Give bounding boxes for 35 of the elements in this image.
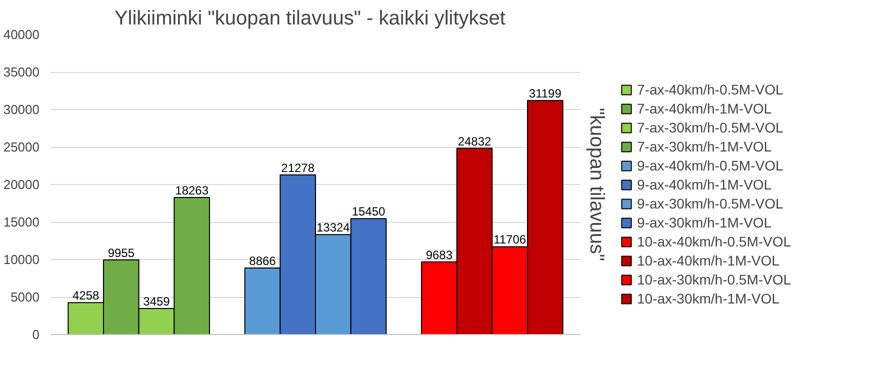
- data-label: 31199: [528, 86, 562, 101]
- data-label: 15450: [352, 204, 386, 219]
- data-label: 24832: [458, 134, 492, 148]
- legend-label: 9-ax-40km/h-0.5M-VOL: [637, 158, 784, 174]
- legend-label: 10-ax-40km/h-1M-VOL: [637, 252, 780, 268]
- y-tick-label: 30000: [3, 102, 40, 117]
- legend-label: 10-ax-30km/h-0.5M-VOL: [637, 272, 792, 288]
- y-tick-label: 5000: [10, 290, 40, 304]
- chart-title: Ylikiiminki "kuopan tilavuus" - kaikki ylitykset: [114, 8, 506, 30]
- y-tick-label: 35000: [3, 64, 40, 80]
- legend-label: 10-ax-40km/h-0.5M-VOL: [637, 234, 792, 250]
- data-label: 9683: [426, 248, 453, 262]
- data-label: 21278: [281, 160, 315, 175]
- y-tick-label: 25000: [3, 140, 40, 154]
- legend-label: 9-ax-30km/h-0.5M-VOL: [637, 196, 784, 212]
- y-tick-label: 10000: [3, 252, 40, 267]
- data-label: 11706: [494, 232, 526, 247]
- data-label: 18263: [175, 184, 209, 198]
- data-label: 3459: [143, 294, 170, 309]
- y-axis-title: "kuopan tilavuus": [586, 108, 608, 262]
- y-tick-label: 0: [32, 327, 40, 342]
- data-label: 9955: [108, 246, 135, 260]
- legend-label: 9-ax-40km/h-1M-VOL: [637, 176, 772, 192]
- legend-label: 9-ax-30km/h-1M-VOL: [637, 214, 772, 230]
- y-tick-label: 15000: [3, 214, 40, 230]
- data-label: 4258: [72, 288, 100, 303]
- y-tick-label: 40000: [3, 27, 40, 42]
- legend-label: 7-ax-30km/h-1M-VOL: [637, 138, 772, 154]
- legend-label: 7-ax-40km/h-1M-VOL: [637, 100, 772, 116]
- legend-label: 7-ax-40km/h-0.5M-VOL: [637, 82, 784, 98]
- data-label: 13324: [316, 220, 350, 235]
- data-label: 8866: [249, 254, 276, 268]
- legend-label: 10-ax-30km/h-1M-VOL: [637, 290, 780, 306]
- legend-label: 7-ax-30km/h-0.5M-VOL: [637, 120, 784, 136]
- y-tick-label: 20000: [3, 177, 40, 192]
